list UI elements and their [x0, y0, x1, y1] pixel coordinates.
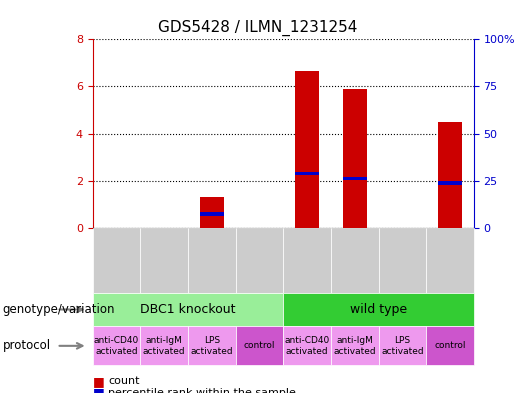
Text: ■: ■ [93, 375, 105, 388]
Text: percentile rank within the sample: percentile rank within the sample [108, 388, 296, 393]
Bar [200, 212, 224, 215]
Text: anti-IgM
activated: anti-IgM activated [143, 336, 185, 356]
Bar [438, 122, 462, 228]
Text: protocol: protocol [3, 339, 50, 353]
Text: DBC1 knockout: DBC1 knockout [140, 303, 236, 316]
Text: count: count [108, 376, 140, 386]
Bar [343, 176, 367, 180]
Text: control: control [244, 342, 275, 350]
Text: anti-CD40
activated: anti-CD40 activated [94, 336, 139, 356]
Text: control: control [434, 342, 466, 350]
Bar [343, 89, 367, 228]
Bar [200, 197, 224, 228]
Bar [438, 181, 462, 185]
Text: GDS5428 / ILMN_1231254: GDS5428 / ILMN_1231254 [158, 20, 357, 36]
Text: wild type: wild type [350, 303, 407, 316]
Bar [295, 71, 319, 228]
Text: genotype/variation: genotype/variation [3, 303, 115, 316]
Text: ■: ■ [93, 386, 105, 393]
Text: LPS
activated: LPS activated [191, 336, 233, 356]
Text: anti-CD40
activated: anti-CD40 activated [284, 336, 330, 356]
Text: LPS
activated: LPS activated [381, 336, 424, 356]
Bar [295, 172, 319, 175]
Text: anti-IgM
activated: anti-IgM activated [333, 336, 376, 356]
